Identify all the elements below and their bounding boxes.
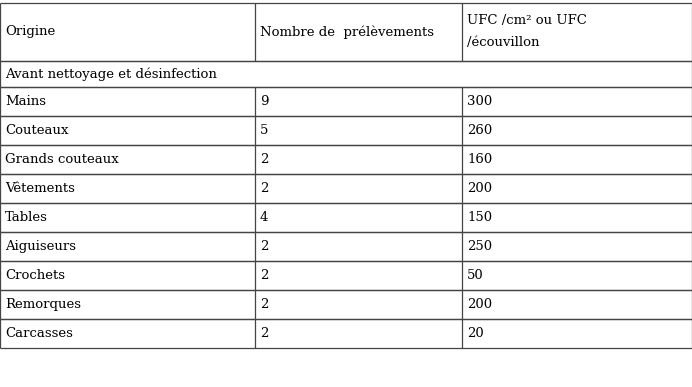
Bar	[0, 319, 692, 348]
Bar	[0, 290, 692, 319]
Text: Couteaux: Couteaux	[5, 124, 69, 137]
Text: 50: 50	[467, 269, 484, 282]
Text: 160: 160	[467, 153, 493, 166]
Text: 300: 300	[467, 95, 493, 108]
Text: Origine: Origine	[5, 26, 55, 38]
Text: Crochets: Crochets	[5, 269, 65, 282]
Text: 2: 2	[260, 269, 268, 282]
Text: Remorques: Remorques	[5, 298, 81, 311]
Text: 260: 260	[467, 124, 493, 137]
Text: 5: 5	[260, 124, 268, 137]
Text: 150: 150	[467, 211, 493, 224]
Bar	[0, 174, 692, 203]
Text: 4: 4	[260, 211, 268, 224]
Bar	[0, 145, 692, 174]
Bar	[0, 3, 692, 61]
Text: 2: 2	[260, 327, 268, 340]
Text: Mains: Mains	[5, 95, 46, 108]
Text: 2: 2	[260, 240, 268, 253]
Text: 200: 200	[467, 298, 493, 311]
Text: 2: 2	[260, 298, 268, 311]
Bar	[0, 116, 692, 145]
Bar	[0, 232, 692, 261]
Bar	[0, 87, 692, 116]
Text: 250: 250	[467, 240, 493, 253]
Text: 200: 200	[467, 182, 493, 195]
Text: 20: 20	[467, 327, 484, 340]
Text: 2: 2	[260, 153, 268, 166]
Text: UFC /cm² ou UFC: UFC /cm² ou UFC	[467, 14, 587, 27]
Text: Aiguiseurs: Aiguiseurs	[5, 240, 76, 253]
Text: Avant nettoyage et désinfection: Avant nettoyage et désinfection	[5, 67, 217, 81]
Bar	[0, 261, 692, 290]
Text: 2: 2	[260, 182, 268, 195]
Bar	[0, 203, 692, 232]
Text: 9: 9	[260, 95, 268, 108]
Text: Grands couteaux: Grands couteaux	[5, 153, 119, 166]
Bar	[0, 61, 692, 87]
Text: Carcasses: Carcasses	[5, 327, 73, 340]
Text: Nombre de  prélèvements: Nombre de prélèvements	[260, 25, 434, 39]
Text: /écouvillon: /écouvillon	[467, 36, 540, 49]
Text: Tables: Tables	[5, 211, 48, 224]
Text: Vêtements: Vêtements	[5, 182, 75, 195]
